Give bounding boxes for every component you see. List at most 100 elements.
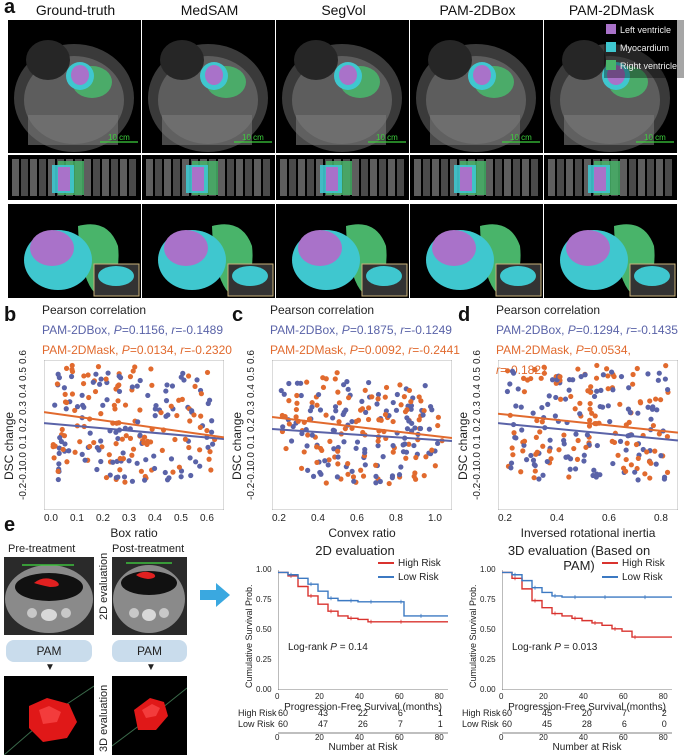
scatter-point-mask xyxy=(611,439,618,446)
arrow-right-icon xyxy=(200,583,230,607)
scatter-point-box xyxy=(104,397,110,403)
scatter-point-box xyxy=(87,430,93,436)
scatter-point-box xyxy=(178,374,184,380)
x-tick: 0.0 xyxy=(44,513,58,524)
km-pvalue-p: P xyxy=(554,642,561,653)
y-axis-title: DSC change xyxy=(2,411,16,480)
scatter-point-mask xyxy=(390,449,396,455)
pearson-mask-line: PAM-2DMask, P=0.0534, r=-0.1822 xyxy=(496,340,685,380)
scatter-point-mask xyxy=(653,396,659,402)
risk-x-tick: 20 xyxy=(538,733,548,742)
km-x-tick: 0 xyxy=(499,692,504,701)
pearson-box-box_p: P xyxy=(341,323,350,337)
scatter-point-mask xyxy=(132,364,138,370)
pearson-box-box_p: P xyxy=(113,323,122,337)
x-tick: 0.8 xyxy=(389,513,403,524)
scatter-point-box xyxy=(523,457,530,463)
pearson-box-line: PAM-2DBox, P=0.1156, r=-0.1489 xyxy=(42,320,232,340)
scatter-point-box xyxy=(400,449,407,455)
x-tick: 0.2 xyxy=(96,513,110,524)
scatter-point-mask xyxy=(413,454,419,461)
x-tick: 0.4 xyxy=(311,513,325,524)
risk-x-tick: 40 xyxy=(578,733,588,742)
scatter-point-mask xyxy=(298,465,305,471)
mri-image xyxy=(410,204,543,298)
scatter-point-box xyxy=(539,404,545,411)
scatter-point-mask xyxy=(119,436,125,442)
pearson-box-box_pval: =0.1156, xyxy=(121,323,172,337)
scatter-point-mask xyxy=(294,392,300,399)
scatter-point-mask xyxy=(159,447,165,454)
scatter-point-box xyxy=(627,409,633,416)
scatter-point-mask xyxy=(369,394,375,400)
scale-label: 10 cm xyxy=(644,133,666,142)
scatter-point-box xyxy=(567,456,574,462)
y-tick: -0.2 xyxy=(246,482,257,500)
scatter-point-mask xyxy=(537,429,543,435)
panel-letter-b: b xyxy=(4,304,17,326)
scatter-point-box xyxy=(98,458,104,465)
risk-axis xyxy=(502,732,672,734)
scatter-point-box xyxy=(178,474,184,480)
risk-count: 6 xyxy=(621,719,627,729)
scatter-point-box xyxy=(362,462,368,468)
down-arrow-icon: ▼ xyxy=(146,662,156,673)
scatter-point-box xyxy=(513,403,519,409)
post-3d-tumor xyxy=(112,676,187,755)
y-tick: 0.0 xyxy=(18,452,29,466)
legend-swatch xyxy=(606,42,616,52)
scatter-point-box xyxy=(56,461,62,467)
scatter-point-box xyxy=(61,385,67,391)
scatter-point-box xyxy=(163,413,169,419)
scatter-point-box xyxy=(552,413,558,419)
scatter-point-box xyxy=(653,461,659,467)
scatter-plot xyxy=(498,360,678,510)
scatter-point-box xyxy=(113,474,119,481)
y-tick: 0.5 xyxy=(18,367,29,381)
y-axis-title: DSC change xyxy=(456,411,470,480)
scatter-point-mask xyxy=(69,362,75,369)
scatter-point-mask xyxy=(345,461,351,467)
scatter-point-box xyxy=(188,472,194,479)
scatter-point-mask xyxy=(141,434,148,440)
post-treatment-ct xyxy=(112,557,187,635)
km-x-tick: 20 xyxy=(314,692,324,701)
scatter-point-mask xyxy=(539,419,545,425)
scatter-point-box xyxy=(151,453,157,459)
scatter-point-box xyxy=(81,404,87,410)
scatter-point-mask xyxy=(283,445,289,452)
scatter-point-box xyxy=(134,383,140,389)
scatter-point-box xyxy=(605,403,611,409)
risk-count: 1 xyxy=(437,719,443,729)
scale-label: 10 cm xyxy=(108,133,130,142)
scatter-point-mask xyxy=(421,408,427,414)
scatter-point-box xyxy=(359,398,365,405)
scatter-point-mask xyxy=(418,398,424,404)
scatter-point-box xyxy=(345,386,351,392)
scatter-point-box xyxy=(164,382,170,388)
scatter-point-mask xyxy=(664,469,671,475)
scatter-point-mask xyxy=(623,468,629,474)
scatter-point-box xyxy=(331,446,337,452)
scatter-point-mask xyxy=(520,448,526,454)
scatter-point-box xyxy=(426,426,432,432)
scatter-point-mask xyxy=(373,462,379,468)
scatter-point-box xyxy=(566,387,572,393)
scatter-point-mask xyxy=(642,471,648,477)
km-pvalue: Log-rank P = 0.013 xyxy=(512,642,597,653)
scatter-point-box xyxy=(57,435,63,441)
y-tick: -0.2 xyxy=(472,482,483,500)
scatter-point-box xyxy=(137,432,143,438)
x-tick: 0.1 xyxy=(70,513,84,524)
scatter-point-box xyxy=(129,384,135,390)
mri-image xyxy=(276,155,409,200)
scatter-point-box xyxy=(341,382,347,388)
scatter-point-box xyxy=(304,443,310,449)
km-pvalue-prefix: Log-rank xyxy=(288,642,331,653)
y-tick: 0.6 xyxy=(18,350,29,364)
scatter-point-mask xyxy=(54,381,60,387)
y-tick: -0.1 xyxy=(18,465,29,483)
scatter-point-box xyxy=(208,429,215,435)
scatter-point-mask xyxy=(148,366,154,372)
scatter-point-box xyxy=(400,442,406,448)
